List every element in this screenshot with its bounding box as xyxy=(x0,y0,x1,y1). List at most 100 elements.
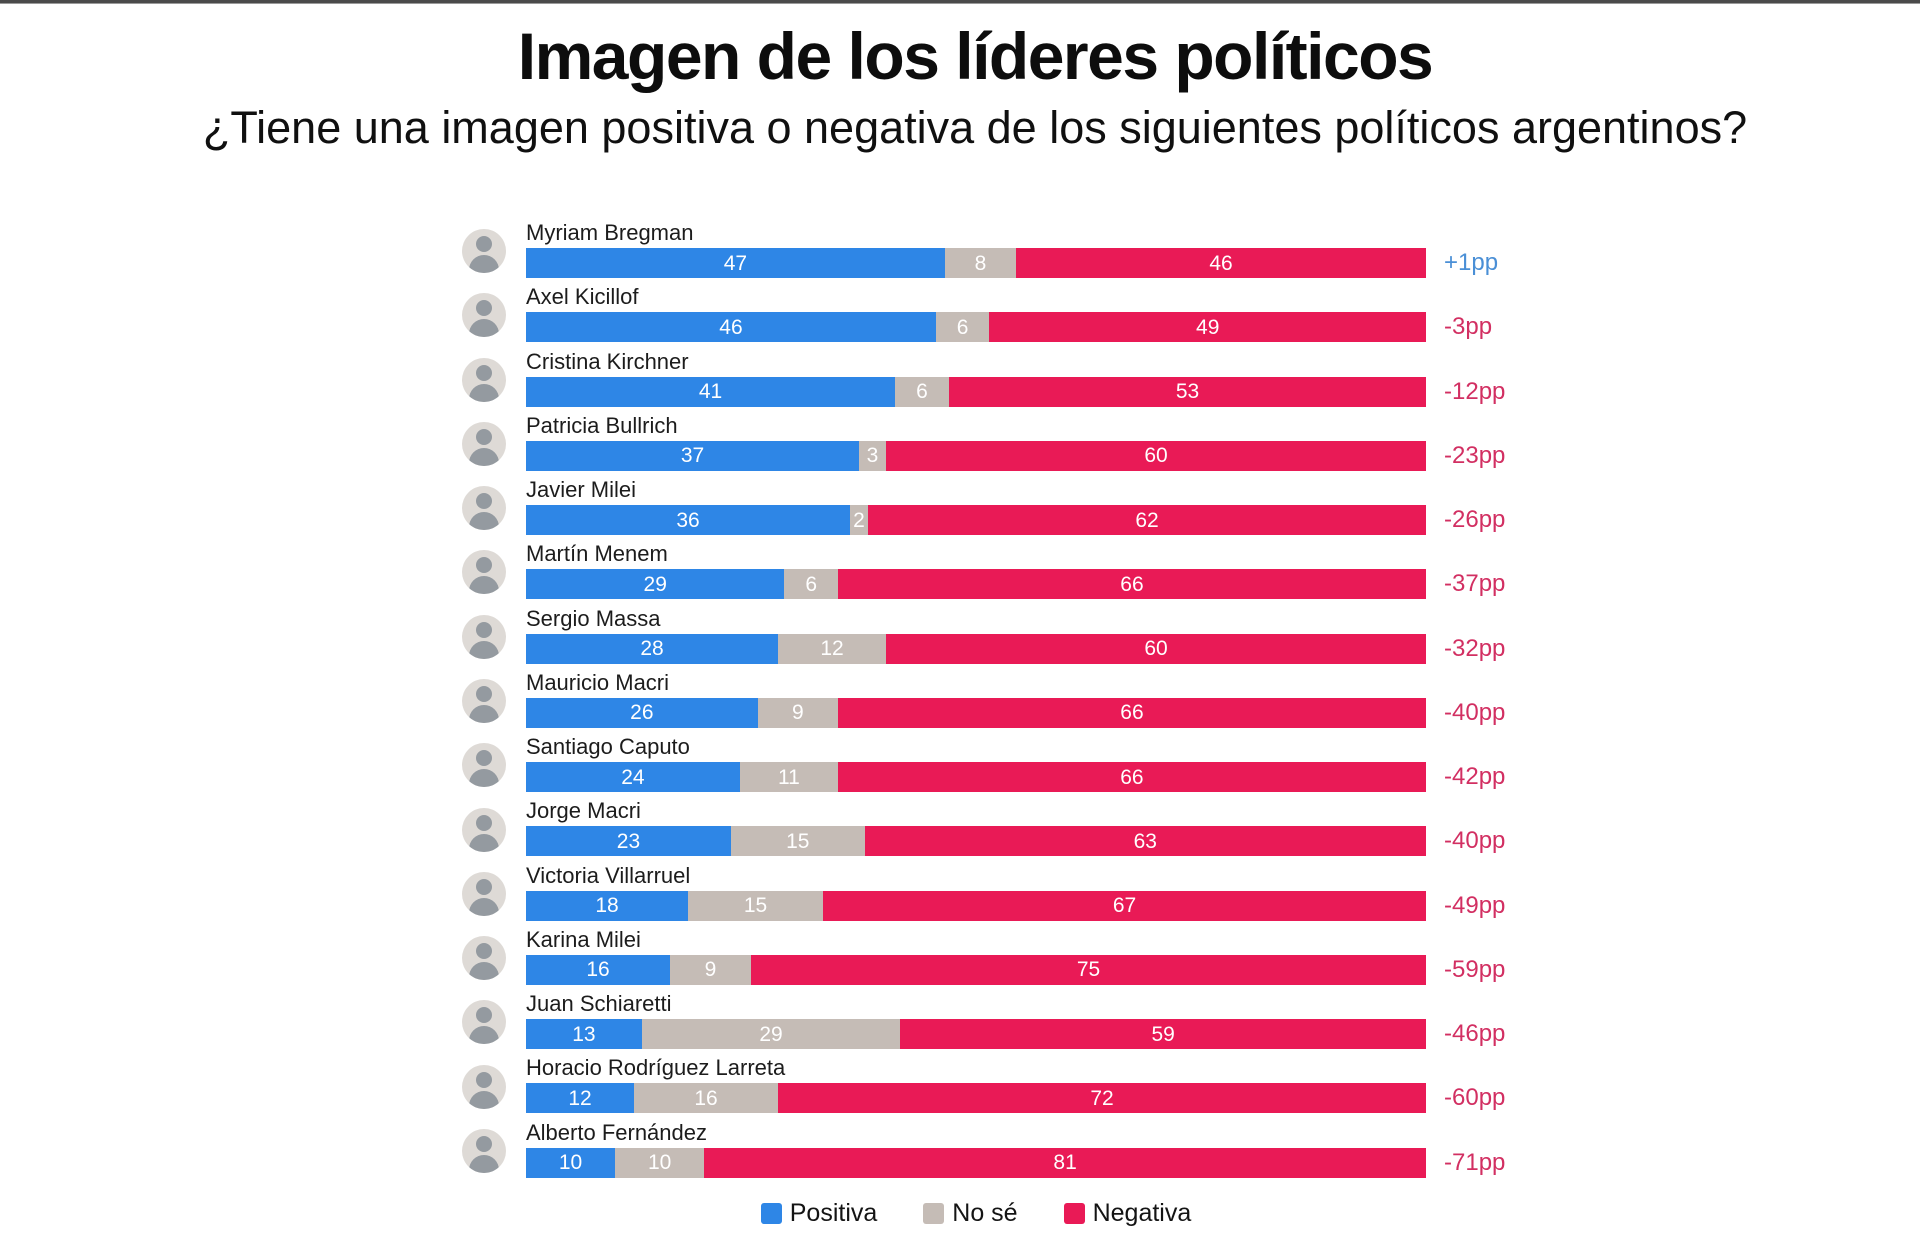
bar-value: 41 xyxy=(698,380,723,404)
header: Imagen de los líderes políticos ¿Tiene u… xyxy=(30,14,1920,156)
bar-value: 23 xyxy=(616,829,641,853)
politician-avatar xyxy=(462,1128,506,1173)
legend-label: Negativa xyxy=(1092,1199,1192,1227)
politician-row: Sergio Massa 28 12 60 -32pp xyxy=(462,605,1572,669)
bar-segment-no_se: 12 xyxy=(778,633,886,664)
bar-segment-positiva: 16 xyxy=(526,954,670,985)
bar-segment-positiva: 13 xyxy=(526,1019,642,1050)
bar-value: 29 xyxy=(643,572,667,596)
stacked-bar: 10 10 81 xyxy=(526,1147,1426,1178)
bar-value: 72 xyxy=(1090,1086,1114,1110)
row-content: Victoria Villarruel 18 15 67 -49pp xyxy=(526,863,1564,921)
politician-avatar xyxy=(462,743,506,788)
bar-value: 3 xyxy=(866,444,879,468)
bar-line: 41 6 53 -12pp xyxy=(526,376,1564,407)
bar-segment-no_se: 6 xyxy=(935,312,990,343)
politician-avatar xyxy=(462,1064,506,1109)
politician-name: Javier Milei xyxy=(526,477,637,503)
bar-segment-positiva: 29 xyxy=(526,569,785,600)
net-diff-label: -26pp xyxy=(1444,506,1506,534)
politician-row: Horacio Rodríguez Larreta 12 16 72 -60pp xyxy=(462,1054,1572,1118)
net-diff-label: -49pp xyxy=(1444,891,1506,919)
bar-value: 81 xyxy=(1053,1151,1077,1175)
bar-segment-no_se: 2 xyxy=(850,505,868,536)
bar-segment-positiva: 28 xyxy=(526,633,778,664)
row-content: Cristina Kirchner 41 6 53 -12pp xyxy=(526,349,1564,407)
bar-segment-positiva: 36 xyxy=(526,505,850,536)
bar-line: 16 9 75 -59pp xyxy=(526,954,1564,985)
bar-value: 36 xyxy=(676,508,700,532)
bar-value: 29 xyxy=(759,1022,783,1046)
bar-value: 18 xyxy=(595,894,619,918)
row-content: Axel Kicillof 46 6 49 -3pp xyxy=(526,284,1564,343)
legend: Positiva No sé Negativa xyxy=(526,1199,1426,1228)
bar-segment-positiva: 10 xyxy=(526,1147,616,1178)
politician-row: Juan Schiaretti 13 29 59 -46pp xyxy=(462,990,1572,1054)
politician-row: Santiago Caputo 24 11 66 -42pp xyxy=(462,733,1572,797)
net-diff-label: -37pp xyxy=(1444,570,1506,598)
row-content: Myriam Bregman 47 8 46 +1pp xyxy=(526,220,1564,278)
politician-name: Jorge Macri xyxy=(526,798,641,824)
politician-row: Patricia Bullrich 37 3 60 -23pp xyxy=(462,412,1572,476)
bar-value: 59 xyxy=(1151,1022,1175,1046)
bar-value: 75 xyxy=(1076,958,1101,982)
row-content: Patricia Bullrich 37 3 60 -23pp xyxy=(526,413,1564,471)
bar-segment-negativa: 66 xyxy=(837,697,1427,728)
politician-name: Karina Milei xyxy=(526,926,641,952)
bar-line: 23 15 63 -40pp xyxy=(526,826,1564,857)
bar-line: 28 12 60 -32pp xyxy=(526,633,1564,664)
bar-segment-no_se: 9 xyxy=(757,697,838,728)
politician-name: Victoria Villarruel xyxy=(526,862,691,888)
bar-segment-positiva: 12 xyxy=(526,1083,634,1114)
stacked-bar: 18 15 67 xyxy=(526,890,1426,921)
bar-segment-negativa: 60 xyxy=(886,633,1426,664)
bar-line: 13 29 59 -46pp xyxy=(526,1019,1564,1050)
bar-value: 28 xyxy=(640,637,664,661)
politician-avatar xyxy=(462,293,506,338)
bar-segment-no_se: 6 xyxy=(895,376,949,407)
stacked-bar: 47 8 46 xyxy=(526,248,1426,278)
bar-value: 9 xyxy=(704,958,717,982)
stacked-bar: 37 3 60 xyxy=(526,440,1426,471)
stacked-bar: 46 6 49 xyxy=(526,312,1427,343)
bar-segment-negativa: 62 xyxy=(868,505,1426,536)
politician-name: Horacio Rodríguez Larreta xyxy=(526,1055,786,1081)
bar-line: 29 6 66 -37pp xyxy=(526,569,1564,600)
stacked-bar: 13 29 59 xyxy=(526,1019,1427,1050)
bar-value: 67 xyxy=(1112,894,1137,918)
net-diff-label: -42pp xyxy=(1444,763,1506,791)
bar-segment-negativa: 66 xyxy=(837,569,1427,600)
bar-segment-no_se: 10 xyxy=(615,1147,705,1178)
bar-segment-positiva: 26 xyxy=(526,697,758,728)
stacked-bar: 16 9 75 xyxy=(526,954,1426,985)
bar-line: 18 15 67 -49pp xyxy=(526,890,1564,921)
bar-value: 46 xyxy=(719,315,743,339)
politician-row: Jorge Macri 23 15 63 -40pp xyxy=(462,797,1572,861)
bar-segment-negativa: 59 xyxy=(900,1019,1427,1050)
stacked-bar: 23 15 63 xyxy=(526,826,1426,857)
politician-avatar xyxy=(462,1000,506,1045)
bar-segment-no_se: 11 xyxy=(739,762,838,793)
bar-value: 37 xyxy=(680,444,705,468)
politician-avatar xyxy=(462,871,506,916)
legend-item-negativa: Negativa xyxy=(1063,1199,1192,1228)
bar-value: 46 xyxy=(1209,251,1233,275)
row-content: Javier Milei 36 2 62 -26pp xyxy=(526,477,1564,536)
bar-line: 26 9 66 -40pp xyxy=(526,697,1564,728)
bar-segment-no_se: 6 xyxy=(784,569,838,600)
legend-label: No sé xyxy=(952,1199,1018,1227)
bar-value: 66 xyxy=(1120,701,1144,725)
bar-value: 9 xyxy=(791,701,804,725)
stacked-bar: 26 9 66 xyxy=(526,697,1427,728)
bar-value: 15 xyxy=(743,894,768,918)
row-content: Alberto Fernández 10 10 81 -71pp xyxy=(526,1120,1564,1178)
row-content: Santiago Caputo 24 11 66 -42pp xyxy=(526,734,1564,793)
bar-value: 26 xyxy=(630,701,654,725)
legend-label: Positiva xyxy=(789,1199,878,1227)
politician-row: Axel Kicillof 46 6 49 -3pp xyxy=(462,283,1572,347)
politician-row: Myriam Bregman 47 8 46 +1pp xyxy=(462,219,1572,283)
stacked-bar: 41 6 53 xyxy=(526,376,1426,407)
net-diff-label: -40pp xyxy=(1444,827,1506,855)
row-content: Juan Schiaretti 13 29 59 -46pp xyxy=(526,991,1564,1050)
politician-name: Cristina Kirchner xyxy=(526,348,689,374)
